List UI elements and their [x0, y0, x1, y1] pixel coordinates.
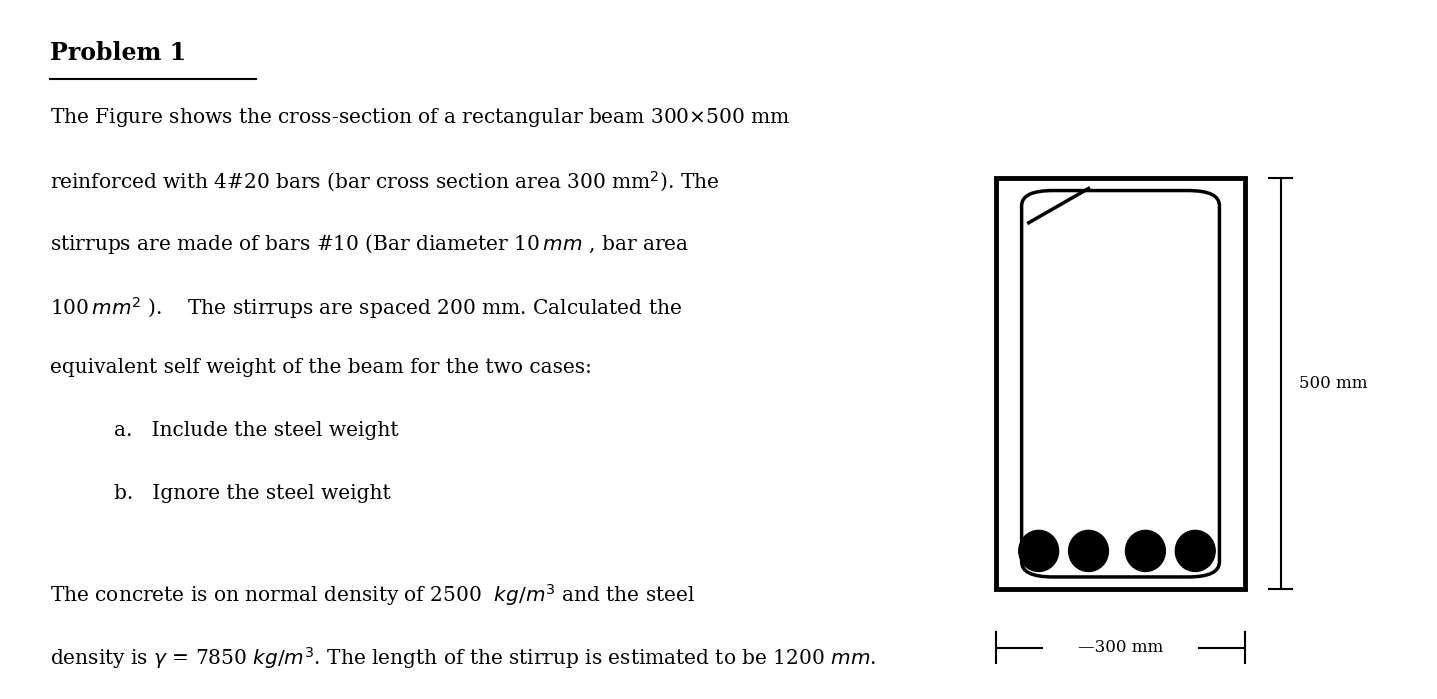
- Text: The Figure shows the cross-section of a rectangular beam 300$\times$500 mm: The Figure shows the cross-section of a …: [50, 106, 790, 129]
- Text: —300 mm: —300 mm: [1078, 639, 1163, 656]
- Text: 100$\,mm^2$ ).    The stirrups are spaced 200 mm. Calculated the: 100$\,mm^2$ ). The stirrups are spaced 2…: [50, 296, 681, 322]
- Text: 500 mm: 500 mm: [1299, 375, 1368, 392]
- Text: b.   Ignore the steel weight: b. Ignore the steel weight: [114, 484, 391, 503]
- Text: stirrups are made of bars #10 (Bar diameter 10$\,mm$ , bar area: stirrups are made of bars #10 (Bar diame…: [50, 232, 688, 257]
- Ellipse shape: [1019, 531, 1059, 572]
- Text: density is $\gamma$ = 7850 $kg/m^3$. The length of the stirrup is estimated to b: density is $\gamma$ = 7850 $kg/m^3$. The…: [50, 645, 875, 671]
- FancyBboxPatch shape: [996, 178, 1244, 589]
- Text: a.   Include the steel weight: a. Include the steel weight: [114, 421, 398, 440]
- Text: Problem 1: Problem 1: [50, 41, 185, 65]
- Text: The concrete is on normal density of 2500  $kg/m^3$ and the steel: The concrete is on normal density of 250…: [50, 582, 696, 608]
- Text: equivalent self weight of the beam for the two cases:: equivalent self weight of the beam for t…: [50, 359, 592, 377]
- Ellipse shape: [1125, 531, 1165, 572]
- FancyBboxPatch shape: [1022, 191, 1220, 577]
- Ellipse shape: [1175, 531, 1216, 572]
- Text: reinforced with 4#20 bars (bar cross section area 300 mm$^2$). The: reinforced with 4#20 bars (bar cross sec…: [50, 169, 718, 194]
- Ellipse shape: [1069, 531, 1108, 572]
